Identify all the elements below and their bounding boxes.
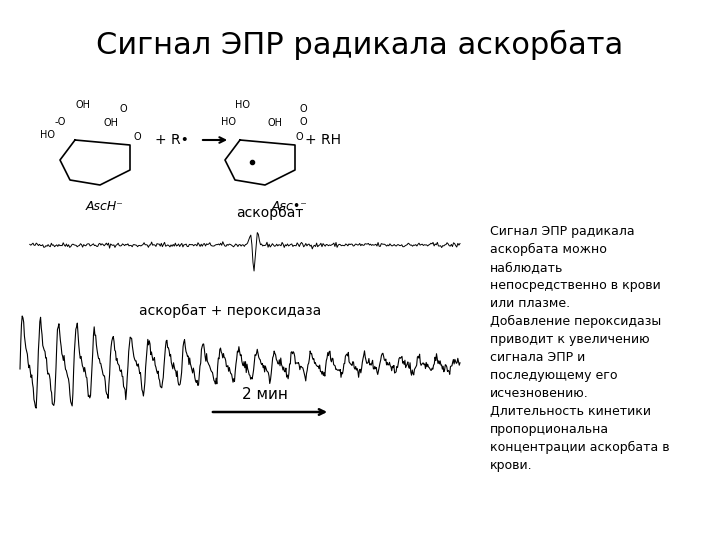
Text: аскорбат: аскорбат [236,206,304,220]
Text: HO: HO [221,117,236,127]
Text: 2 мин: 2 мин [242,387,288,402]
Text: Сигнал ЭПР радикала аскорбата: Сигнал ЭПР радикала аскорбата [96,30,624,60]
Text: OH: OH [75,100,90,110]
Text: AscH⁻: AscH⁻ [86,200,124,213]
Text: O: O [295,132,302,142]
Text: O: O [133,132,140,142]
Text: OH: OH [103,118,118,128]
Text: O: O [300,104,307,114]
Text: Добавление пероксидазы
приводит к увеличению
сигнала ЭПР и
последующему его
исче: Добавление пероксидазы приводит к увелич… [490,315,670,472]
Text: + RH: + RH [305,133,341,147]
Text: + R•: + R• [155,133,189,147]
Text: O: O [120,104,127,114]
Text: HO: HO [40,130,55,140]
Text: -O: -O [55,117,66,127]
Text: HO: HO [235,100,250,110]
Text: OH: OH [268,118,283,128]
Text: O: O [300,117,307,127]
Text: Сигнал ЭПР радикала
аскорбата можно
наблюдать
непосредственно в крови
или плазме: Сигнал ЭПР радикала аскорбата можно набл… [490,225,661,310]
Text: Asc•⁻: Asc•⁻ [272,200,308,213]
Text: аскорбат + пероксидаза: аскорбат + пероксидаза [139,304,321,318]
